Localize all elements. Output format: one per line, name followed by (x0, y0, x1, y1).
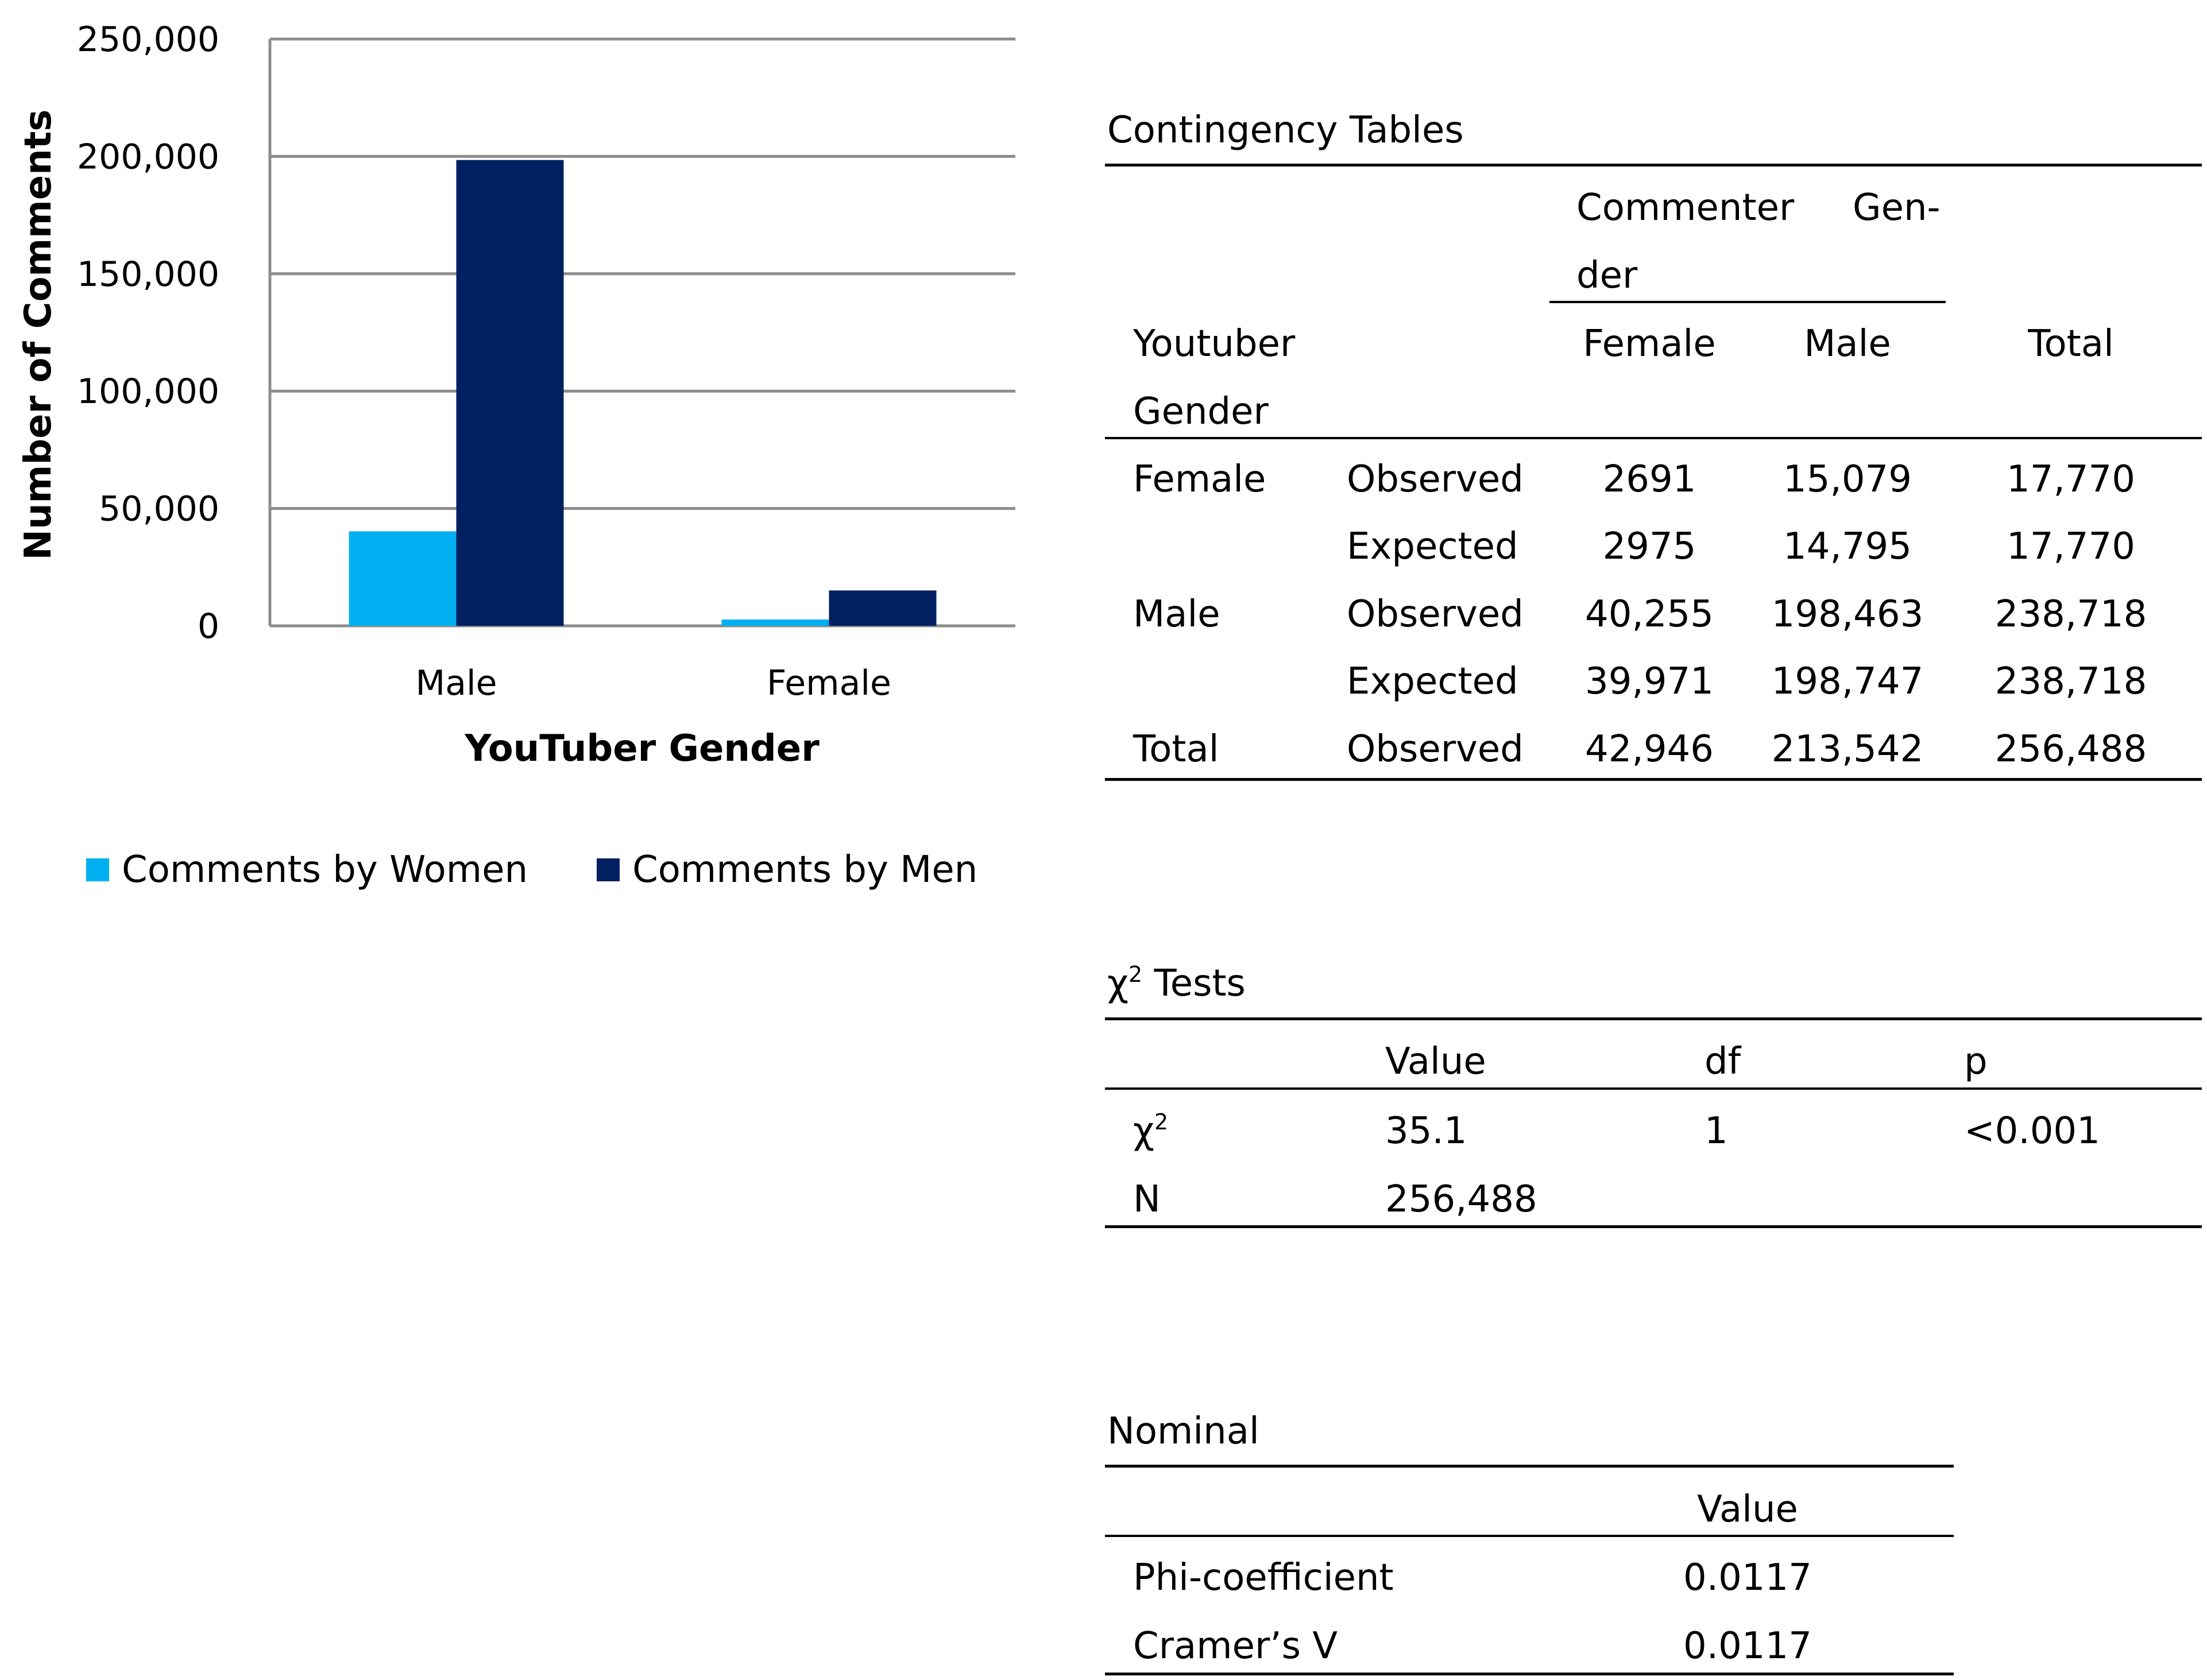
chi-square-title: χ2 Tests (1107, 962, 1246, 1005)
row-type: Expected (1347, 660, 1518, 703)
bar-women-male (349, 531, 457, 626)
n-value: 256,488 (1385, 1178, 1537, 1221)
chi-col-value: Value (1385, 1040, 1486, 1083)
bar-men-female (829, 590, 937, 626)
contingency-title: Contingency Tables (1107, 109, 1464, 152)
row-type: Observed (1347, 593, 1524, 636)
y-tick-label: 50,000 (99, 489, 219, 529)
cell-total: 17,770 (2007, 458, 2135, 501)
legend-item-women: Comments by Women (86, 849, 528, 891)
nominal-top-rule (1105, 1465, 1954, 1468)
legend-swatch-men (597, 858, 620, 881)
chart-legend: Comments by Women Comments by Men (86, 849, 977, 891)
x-tick-label: Male (415, 663, 497, 703)
legend-label-women: Comments by Women (122, 849, 528, 891)
contingency-bottom-rule (1105, 778, 2202, 781)
cell-female: 2691 (1602, 458, 1696, 501)
x-axis-title: YouTuber Gender (464, 727, 820, 770)
y-tick-label: 150,000 (77, 254, 219, 295)
y-tick-label: 100,000 (77, 371, 219, 412)
nominal-col-value: Value (1697, 1488, 1798, 1531)
chi-p: <0.001 (1964, 1110, 2100, 1152)
commenter-gender-header-cont: der (1576, 254, 1638, 297)
commenter-gender-header: Commenter Gen- (1576, 187, 1941, 229)
chi-sup: 2 (1154, 1109, 1169, 1135)
cell-female: 39,971 (1585, 660, 1714, 703)
chi-row-label: χ2 (1133, 1110, 1168, 1152)
contingency-header-rule (1105, 437, 2202, 439)
chi-title-sup: 2 (1128, 962, 1143, 987)
cell-male: 14,795 (1783, 525, 1912, 568)
row-group: Total (1133, 728, 1219, 771)
chi-bottom-rule (1105, 1225, 2202, 1228)
cell-total: 238,718 (1995, 593, 2147, 636)
youtuber-gender-header-cont: Gender (1133, 390, 1269, 433)
cell-female: 2975 (1602, 525, 1696, 568)
phi-label: Phi-coefficient (1133, 1557, 1394, 1599)
nominal-bottom-rule (1105, 1673, 1954, 1675)
col-header-total: Total (2028, 323, 2114, 365)
row-type: Observed (1347, 458, 1524, 501)
cell-female: 42,946 (1585, 728, 1714, 771)
cell-female: 40,255 (1585, 593, 1714, 636)
chi-title-symbol: χ (1107, 962, 1128, 1005)
youtuber-gender-header: Youtuber (1133, 323, 1296, 365)
commenter-gender-rule (1549, 301, 1946, 303)
n-label: N (1133, 1178, 1161, 1221)
cramer-value: 0.0117 (1683, 1625, 1812, 1667)
cell-total: 238,718 (1995, 660, 2147, 703)
chi-value: 35.1 (1385, 1110, 1467, 1152)
x-tick-label: Female (767, 663, 891, 703)
row-group: Male (1133, 593, 1220, 636)
phi-value: 0.0117 (1683, 1557, 1812, 1599)
legend-item-men: Comments by Men (597, 849, 977, 891)
chi-df: 1 (1704, 1110, 1728, 1152)
chi-symbol: χ (1133, 1110, 1154, 1152)
row-type: Expected (1347, 525, 1518, 568)
cell-male: 198,463 (1771, 593, 1924, 636)
bar-chart: 0 50,000 100,000 150,000 200,000 250,000 Male… (17, 20, 1015, 770)
legend-label-men: Comments by Men (632, 849, 978, 891)
bar-women-female (721, 619, 829, 626)
cell-male: 15,079 (1783, 458, 1912, 501)
y-tick-label: 250,000 (77, 20, 219, 60)
nominal-title: Nominal (1107, 1410, 1259, 1453)
row-type: Observed (1347, 728, 1524, 771)
legend-swatch-women (86, 858, 109, 881)
cell-total: 256,488 (1995, 728, 2147, 771)
chi-title-rest: Tests (1142, 962, 1246, 1005)
row-group: Female (1133, 458, 1266, 501)
contingency-top-rule (1105, 164, 2202, 167)
chi-col-df: df (1704, 1040, 1741, 1083)
y-tick-label: 0 (198, 606, 219, 647)
col-header-female: Female (1583, 323, 1716, 365)
nominal-header-rule (1105, 1535, 1954, 1537)
bar-men-male (456, 160, 564, 626)
chi-top-rule (1105, 1017, 2202, 1020)
chi-header-rule (1105, 1087, 2202, 1090)
chi-col-p: p (1964, 1040, 1988, 1083)
y-axis-title: Number of Comments (17, 110, 60, 560)
y-tick-label: 200,000 (77, 137, 219, 177)
col-header-male: Male (1804, 323, 1891, 365)
cell-male: 198,747 (1771, 660, 1924, 703)
cell-male: 213,542 (1771, 728, 1924, 771)
cell-total: 17,770 (2007, 525, 2135, 568)
cramer-label: Cramer’s V (1133, 1625, 1338, 1667)
